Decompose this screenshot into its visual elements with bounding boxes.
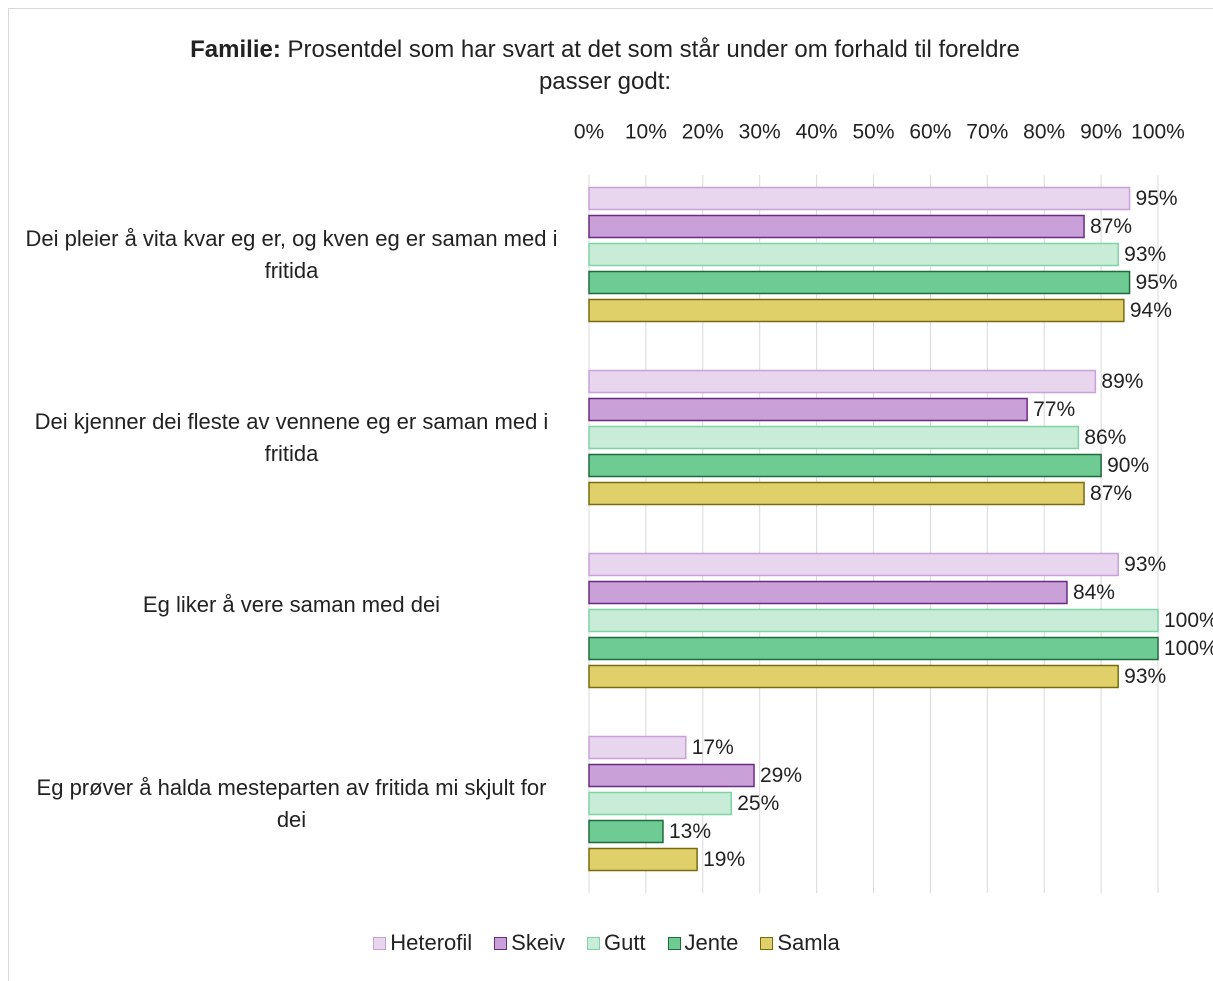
legend-label: Skeiv: [511, 930, 565, 955]
legend-label: Gutt: [603, 930, 646, 955]
x-tick-label: 10%: [625, 121, 667, 144]
bar: [588, 763, 755, 788]
category-label: Dei kjenner dei fleste av vennene eg er …: [34, 408, 549, 466]
category-label: Eg prøver å halda mesteparten av fritida…: [36, 774, 547, 832]
value-label: 13%: [669, 820, 711, 843]
x-tick-label: 90%: [1080, 121, 1122, 144]
value-label: 90%: [1107, 454, 1149, 477]
bar: [588, 608, 1159, 633]
bar: [588, 636, 1159, 661]
bar: [588, 425, 1080, 450]
value-label: 93%: [1124, 243, 1166, 266]
x-tick-label: 50%: [852, 121, 894, 144]
value-label: 89%: [1101, 370, 1143, 393]
legend-swatch: [760, 936, 774, 950]
value-label: 95%: [1136, 271, 1178, 294]
bar: [588, 270, 1131, 295]
value-label: 25%: [737, 792, 779, 815]
legend: Heterofil Skeiv Gutt Jente Samla: [0, 930, 1213, 956]
value-label: 95%: [1136, 187, 1178, 210]
frame: [8, 8, 1213, 981]
legend-item: Heterofil: [373, 930, 472, 956]
x-tick-label: 80%: [1023, 121, 1065, 144]
value-label: 100%: [1164, 637, 1213, 660]
title-text: Prosentdel som har svart at det som står…: [287, 36, 1020, 95]
legend-label: Samla: [777, 930, 840, 955]
bar: [588, 298, 1125, 323]
legend-item: Gutt: [586, 930, 646, 956]
legend-label: Heterofil: [390, 930, 473, 955]
category-label: Eg liker å vere saman med dei: [142, 591, 441, 617]
bar: [588, 735, 687, 760]
chart-title: Familie: Prosentdel som har svart at det…: [155, 34, 1055, 98]
value-label: 87%: [1090, 215, 1132, 238]
legend-swatch: [667, 936, 681, 950]
legend-item: Jente: [667, 930, 739, 956]
category-label: Dei pleier å vita kvar eg er, og kven eg…: [25, 225, 558, 283]
value-label: 93%: [1124, 553, 1166, 576]
legend-swatch: [373, 936, 387, 950]
legend-swatch: [586, 936, 600, 950]
bar: [588, 453, 1102, 478]
x-tick-label: 0%: [574, 121, 604, 144]
x-tick-label: 60%: [909, 121, 951, 144]
title-bold: Familie:: [190, 36, 281, 63]
bar: [588, 186, 1131, 211]
bar: [588, 791, 732, 816]
x-tick-label: 20%: [682, 121, 724, 144]
bar: [588, 369, 1097, 394]
legend-swatch: [494, 936, 508, 950]
value-label: 86%: [1084, 426, 1126, 449]
value-label: 87%: [1090, 482, 1132, 505]
bar: [588, 819, 664, 844]
bar: [588, 397, 1028, 422]
value-label: 77%: [1033, 398, 1075, 421]
bar: [588, 214, 1085, 239]
x-tick-label: 40%: [796, 121, 838, 144]
legend-item: Samla: [760, 930, 840, 956]
x-tick-label: 30%: [739, 121, 781, 144]
x-tick-label: 70%: [966, 121, 1008, 144]
legend-label: Jente: [684, 930, 739, 955]
value-label: 93%: [1124, 665, 1166, 688]
value-label: 94%: [1130, 299, 1172, 322]
bar: [588, 664, 1119, 689]
legend-item: Skeiv: [494, 930, 565, 956]
bar: [588, 481, 1085, 506]
value-label: 19%: [703, 848, 745, 871]
value-label: 29%: [760, 764, 802, 787]
value-label: 100%: [1164, 609, 1213, 632]
x-tick-label: 100%: [1131, 121, 1185, 144]
bar: [588, 552, 1119, 577]
bar: [588, 847, 698, 872]
value-label: 84%: [1073, 581, 1115, 604]
bar: [588, 580, 1068, 605]
bar: [588, 242, 1119, 267]
value-label: 17%: [692, 736, 734, 759]
